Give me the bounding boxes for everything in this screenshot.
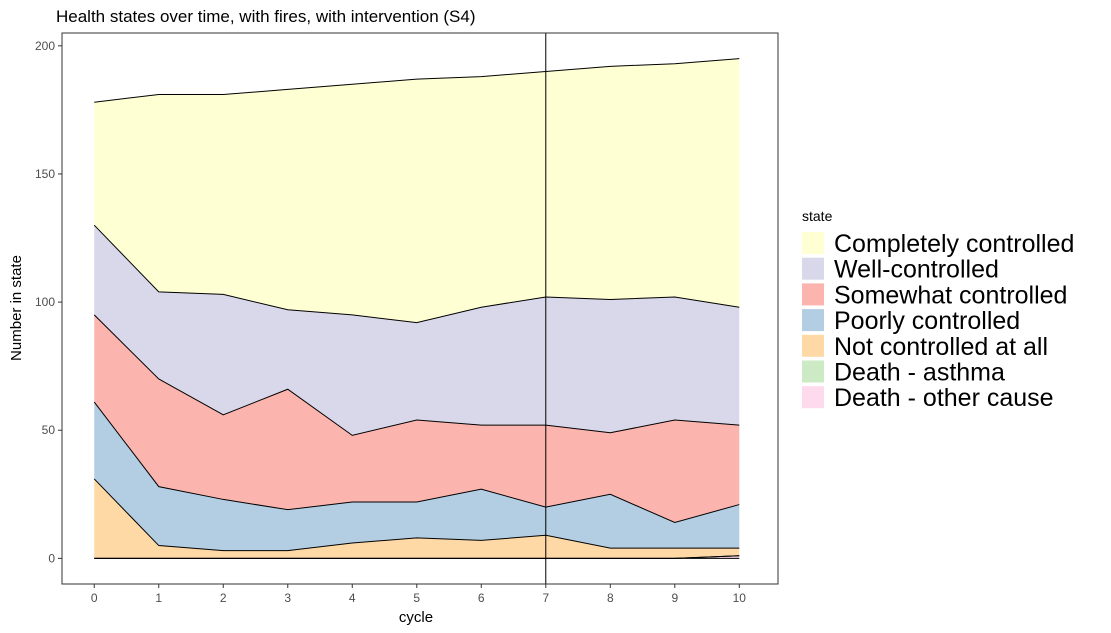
x-tick-label: 2 <box>220 591 227 605</box>
legend-label-death-asthma: Death - asthma <box>834 359 1005 387</box>
legend-label-poorly-controlled: Poorly controlled <box>834 307 1020 335</box>
plot-panel-border <box>61 32 779 585</box>
legend-key-well-controlled <box>802 257 824 280</box>
legend-key-death-other-cause <box>802 386 824 409</box>
x-tick-label: 4 <box>349 591 356 605</box>
boundary-somewhat-controlled <box>93 314 740 436</box>
x-axis-title: cycle <box>399 609 433 626</box>
legend-key-completely-controlled <box>802 232 824 254</box>
y-axis: 0 50 100 150 200 <box>35 39 62 565</box>
boundary-well-controlled <box>93 224 740 324</box>
y-tick-label: 200 <box>35 39 55 53</box>
area-not-controlled-at-all <box>94 478 740 559</box>
boundary-poorly-controlled <box>93 401 740 524</box>
chart-title: Health states over time, with fires, wit… <box>56 7 476 26</box>
area-well-controlled <box>94 225 740 436</box>
area-completely-controlled <box>94 58 740 323</box>
stacked-areas <box>93 58 740 559</box>
legend-key-somewhat-controlled <box>802 283 824 306</box>
y-tick-label: 50 <box>42 423 56 437</box>
area-poorly-controlled <box>94 402 740 551</box>
legend-label-somewhat-controlled: Somewhat controlled <box>834 281 1067 309</box>
x-tick-label: 5 <box>413 591 420 605</box>
legend-key-poorly-controlled <box>802 309 824 332</box>
legend-key-death-asthma <box>802 360 824 383</box>
legend: state Completely controlledWell-controll… <box>802 208 1074 412</box>
x-tick-label: 10 <box>733 591 747 605</box>
area-somewhat-controlled <box>94 314 740 523</box>
x-tick-label: 9 <box>671 591 678 605</box>
y-tick-label: 100 <box>35 295 55 309</box>
legend-label-well-controlled: Well-controlled <box>834 256 999 284</box>
legend-key-not-controlled-at-all <box>802 334 824 357</box>
legend-title: state <box>802 208 833 224</box>
x-axis: 0 1 2 3 4 5 6 7 8 9 10 <box>91 584 746 605</box>
x-tick-label: 6 <box>478 591 485 605</box>
x-tick-label: 3 <box>284 591 291 605</box>
boundary-not-controlled-at-all <box>93 478 740 552</box>
boundary-completely-controlled <box>94 58 740 103</box>
y-axis-title: Number in state <box>8 255 25 361</box>
y-tick-label: 0 <box>48 551 55 565</box>
x-tick-label: 8 <box>607 591 614 605</box>
x-tick-label: 7 <box>542 591 549 605</box>
y-tick-label: 150 <box>35 167 55 181</box>
x-tick-label: 0 <box>91 591 98 605</box>
legend-label-not-controlled-at-all: Not controlled at all <box>834 333 1048 361</box>
legend-label-completely-controlled: Completely controlled <box>834 230 1074 258</box>
legend-label-death-other-cause: Death - other cause <box>834 384 1054 412</box>
x-tick-label: 1 <box>155 591 162 605</box>
